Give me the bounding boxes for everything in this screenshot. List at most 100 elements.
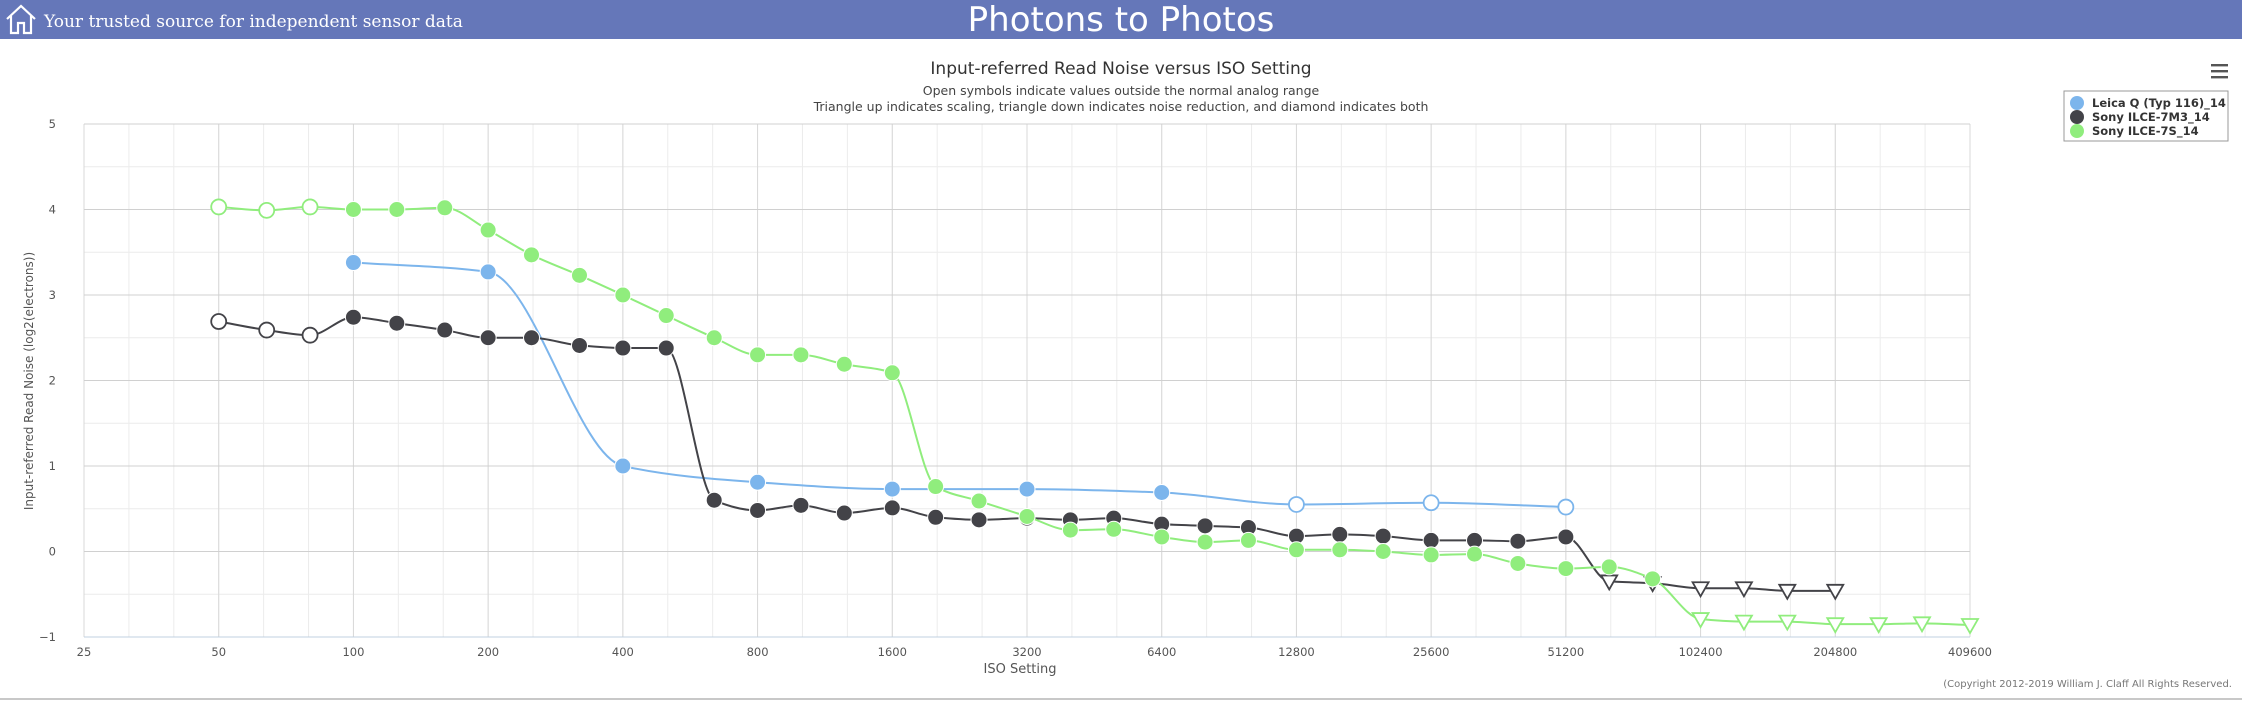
- series-sony-ilce-7s-14: [210, 198, 1980, 635]
- data-point: [970, 511, 988, 529]
- data-point: [1466, 545, 1484, 563]
- data-point: [1599, 574, 1619, 592]
- legend-item-label: Sony ILCE-7S_14: [2092, 124, 2199, 139]
- legend-box: [2063, 90, 2229, 142]
- data-point: [1869, 617, 1889, 634]
- data-point: [705, 329, 723, 347]
- data-point: [1509, 554, 1527, 572]
- data-point: [301, 326, 319, 344]
- y-tick-label: −1: [39, 630, 56, 644]
- data-point: [258, 201, 276, 219]
- data-point: [1912, 616, 1932, 634]
- data-point: [1018, 507, 1036, 525]
- data-point: [1153, 528, 1171, 546]
- y-tick-label: 4: [49, 203, 56, 217]
- data-point: [1105, 520, 1123, 538]
- data-point: [210, 313, 228, 330]
- data-point: [523, 329, 541, 347]
- data-point: [301, 198, 319, 216]
- copyright-notice: (Copyright 2012-2019 William J. Claff Al…: [1943, 679, 2232, 690]
- data-point: [1557, 528, 1575, 546]
- legend-item-label: Leica Q (Typ 116)_14: [2092, 96, 2226, 111]
- data-point: [705, 491, 723, 509]
- data-point: [1557, 560, 1575, 578]
- data-point: [1061, 521, 1079, 539]
- data-point: [1153, 484, 1171, 502]
- series-leica-q-typ-116-14: [344, 254, 1575, 516]
- data-point: [883, 480, 901, 498]
- data-point: [883, 364, 901, 382]
- data-point: [1825, 617, 1845, 634]
- home-icon[interactable]: [4, 2, 38, 36]
- data-point: [927, 478, 945, 496]
- data-point: [1331, 541, 1349, 559]
- data-point: [1600, 558, 1618, 576]
- data-point: [1960, 618, 1980, 635]
- y-tick-label: 0: [49, 545, 56, 559]
- legend-marker: [2070, 110, 2084, 124]
- data-point: [523, 246, 541, 264]
- data-point: [388, 201, 406, 218]
- site-title: Photons to Photos: [967, 0, 1275, 40]
- data-point: [344, 254, 362, 272]
- data-point: [657, 339, 675, 357]
- data-point: [792, 496, 810, 514]
- data-point: [1196, 533, 1214, 551]
- data-point: [479, 263, 497, 281]
- data-point: [388, 314, 406, 332]
- data-point: [1691, 581, 1711, 599]
- data-point: [1287, 541, 1305, 559]
- data-point: [1239, 531, 1257, 549]
- data-point: [749, 501, 767, 519]
- data-point: [570, 336, 588, 354]
- x-tick-label: 25: [77, 645, 92, 659]
- chart-title: Input-referred Read Noise versus ISO Set…: [930, 59, 1311, 79]
- data-point: [344, 308, 362, 326]
- data-point: [436, 199, 454, 217]
- data-point: [1288, 496, 1305, 513]
- data-point: [210, 198, 228, 216]
- data-point: [883, 499, 901, 517]
- data-point: [1777, 614, 1797, 632]
- x-tick-label: 50: [211, 645, 226, 659]
- x-tick-label: 3200: [1012, 645, 1041, 659]
- hamburger-menu-icon[interactable]: [2206, 60, 2234, 84]
- data-point: [749, 346, 767, 364]
- legend-item-label: Sony ILCE-7M3_14: [2092, 110, 2210, 125]
- chart-subtitle-line-2: Triangle up indicates scaling, triangle …: [813, 99, 1429, 114]
- data-point: [570, 266, 588, 284]
- data-point: [1825, 583, 1845, 601]
- data-point: [1777, 583, 1797, 601]
- legend-marker: [2070, 124, 2084, 138]
- data-point: [792, 346, 810, 364]
- major-gridlines: [83, 123, 1971, 638]
- data-point: [1734, 614, 1754, 632]
- x-tick-label: 6400: [1147, 645, 1176, 659]
- data-point: [927, 508, 945, 526]
- series-line: [353, 261, 1566, 509]
- data-point: [1509, 532, 1527, 550]
- chart-axes: 25 50 100 200 400 800 1600 3200 6400 12800 25600 51…: [39, 117, 1992, 659]
- data-point: [835, 355, 853, 373]
- axis-labels: Input-referred Read Noise versus ISO Set…: [22, 59, 2232, 690]
- y-tick-label: 1: [49, 459, 56, 473]
- chart-subtitle-line-1: Open symbols indicate values outside the…: [923, 83, 1320, 98]
- data-point: [1644, 570, 1662, 588]
- x-tick-label: 102400: [1679, 645, 1723, 659]
- x-tick-label: 25600: [1413, 645, 1450, 659]
- data-point: [1374, 543, 1392, 560]
- x-tick-label: 100: [342, 645, 364, 659]
- x-axis-title: ISO Setting: [984, 662, 1057, 677]
- plot-area: [210, 198, 1980, 635]
- series-line: [218, 205, 1971, 627]
- data-point: [436, 321, 454, 339]
- y-tick-label: 5: [49, 117, 56, 131]
- y-tick-label: 3: [49, 288, 56, 302]
- data-point: [1557, 498, 1575, 516]
- x-tick-label: 200: [477, 645, 499, 659]
- data-point: [479, 221, 497, 239]
- data-point: [258, 321, 276, 339]
- data-point: [1422, 494, 1440, 512]
- site-tagline[interactable]: Your trusted source for independent sens…: [44, 12, 463, 32]
